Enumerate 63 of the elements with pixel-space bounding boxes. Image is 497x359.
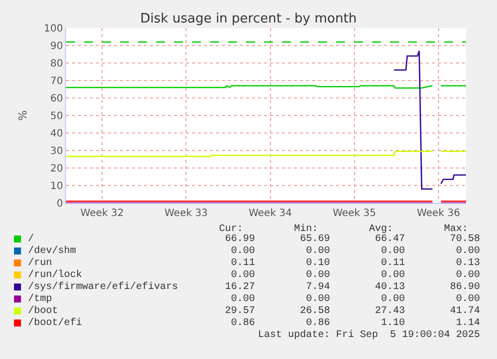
text: 29.57 xyxy=(225,306,256,317)
text: 0.11 xyxy=(381,258,406,269)
text: Max: xyxy=(444,224,468,235)
y-tick-label: 80 xyxy=(50,58,63,70)
y-tick-label: 30 xyxy=(50,146,63,157)
text: 0.00 xyxy=(381,246,406,257)
text: 40.13 xyxy=(375,282,406,293)
text: 66.99 xyxy=(225,234,256,245)
text: 1.10 xyxy=(381,318,406,329)
text: 0.00 xyxy=(231,270,256,281)
text: 0.00 xyxy=(381,270,406,281)
y-tick-label: 40 xyxy=(50,128,63,140)
y-tick-label: 0 xyxy=(56,198,63,210)
text: 0.00 xyxy=(231,246,256,257)
text: 86.90 xyxy=(450,282,480,293)
legend-label: /run xyxy=(28,257,52,269)
text: 0.00 xyxy=(306,294,330,305)
y-tick-label: 50 xyxy=(50,111,63,122)
x-tick-label: Week 32 xyxy=(80,208,124,219)
text: Last update: Fri Sep 5 19:00:04 2025 xyxy=(258,329,480,341)
text: 0.86 xyxy=(231,318,256,329)
text: 7.94 xyxy=(306,282,330,293)
text: 0.10 xyxy=(306,258,330,269)
text: 41.74 xyxy=(450,306,480,317)
text: 65.69 xyxy=(300,234,330,245)
legend-label: /tmp xyxy=(28,293,52,305)
text: 0.00 xyxy=(306,246,330,257)
y-tick-label: 20 xyxy=(50,164,63,174)
text: 0.00 xyxy=(381,294,406,305)
text: 27.43 xyxy=(375,306,406,317)
x-tick-label: Week 33 xyxy=(164,208,208,219)
y-tick-label: 60 xyxy=(50,94,63,104)
y-tick-label: 100 xyxy=(44,24,63,34)
text: 0.11 xyxy=(231,258,256,269)
legend-label: /dev/shm xyxy=(28,245,76,257)
text: 0.00 xyxy=(456,246,480,257)
text: 0.00 xyxy=(456,294,480,305)
y-axis-title: % xyxy=(16,110,30,121)
text: Min: xyxy=(294,223,318,235)
text: 0.86 xyxy=(306,318,330,329)
legend-label: /run/lock xyxy=(28,269,82,281)
text: 0.00 xyxy=(306,270,330,281)
x-tick-label: Week 34 xyxy=(248,208,292,219)
text: 0.13 xyxy=(456,258,480,269)
legend-label: / xyxy=(28,233,34,245)
legend-label: /sys/firmware/efi/efivars xyxy=(28,281,178,293)
chart-title: Disk usage in percent - by month xyxy=(140,12,357,27)
x-tick-label: Week 35 xyxy=(332,208,376,219)
text: 0.00 xyxy=(456,270,480,281)
legend-label: /boot xyxy=(28,305,58,317)
text: 26.58 xyxy=(300,306,330,317)
y-tick-label: 90 xyxy=(50,41,63,52)
x-tick-label: Week 36 xyxy=(416,208,460,219)
text: 0.00 xyxy=(231,294,256,305)
text: 66.47 xyxy=(375,234,406,245)
text: 70.58 xyxy=(450,234,480,245)
y-tick-label: 10 xyxy=(50,181,63,192)
text: 1.14 xyxy=(456,318,480,329)
legend-label: /boot/efi xyxy=(28,317,82,329)
text: 16.27 xyxy=(225,282,256,293)
text: Cur: xyxy=(219,224,244,235)
y-tick-label: 70 xyxy=(50,76,63,87)
text: Avg: xyxy=(369,224,394,235)
